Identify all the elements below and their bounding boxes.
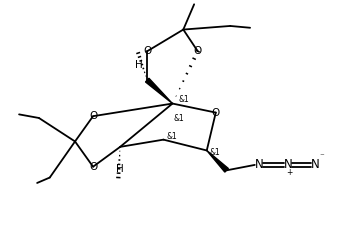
Text: O: O [89,162,97,172]
Polygon shape [207,150,228,172]
Text: O: O [143,46,151,56]
Polygon shape [146,78,172,104]
Text: N: N [311,159,319,172]
Text: N: N [255,159,264,172]
Text: &1: &1 [174,114,184,123]
Text: +: + [286,168,293,177]
Text: O: O [212,108,220,118]
Text: &1: &1 [166,132,177,141]
Text: H: H [115,163,123,173]
Text: O: O [89,111,97,121]
Text: ⁻: ⁻ [319,152,324,161]
Text: O: O [193,46,202,56]
Text: H: H [135,60,143,70]
Text: &1: &1 [209,148,220,157]
Text: &1: &1 [179,96,189,104]
Text: N: N [284,159,292,172]
